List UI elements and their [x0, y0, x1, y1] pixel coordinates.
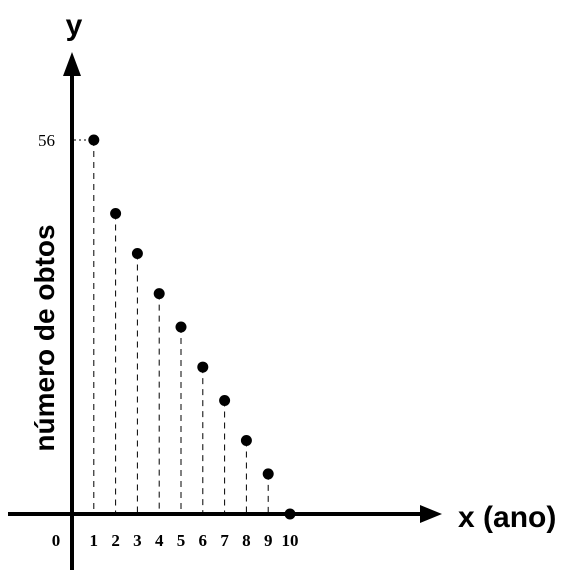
y-tick-label: 56	[38, 131, 55, 150]
x-tick-label: 1	[90, 531, 99, 550]
data-point	[219, 394, 231, 406]
data-points	[88, 134, 296, 520]
data-point	[197, 361, 209, 373]
data-point	[240, 435, 252, 447]
x-tick-label: 5	[177, 531, 186, 550]
x-tick-label: 2	[111, 531, 120, 550]
data-point	[110, 207, 122, 219]
data-point	[153, 288, 165, 300]
x-tick-label: 3	[133, 531, 142, 550]
x-axis-label: x (ano)	[458, 501, 556, 534]
y-axis-label: número de obtos	[29, 224, 60, 451]
x-tick-label: 6	[199, 531, 208, 550]
x-axis-arrow-icon	[420, 505, 442, 523]
data-point	[88, 134, 100, 146]
x-tick-label: 4	[155, 531, 164, 550]
x-tick-label: 7	[220, 531, 229, 550]
y-axis-letter: y	[66, 9, 83, 42]
data-point	[262, 468, 274, 480]
x-tick-label: 8	[242, 531, 251, 550]
data-point	[131, 248, 143, 260]
x-tick-labels: 1 2 3 4 5 6 7 8 9 10	[90, 531, 299, 550]
data-point	[284, 508, 296, 520]
x-tick-label: 9	[264, 531, 273, 550]
x-tick-label: 10	[282, 531, 299, 550]
drop-lines	[93, 140, 269, 514]
y-axis-arrow-icon	[63, 52, 81, 76]
origin-label: 0	[52, 531, 61, 550]
data-point	[175, 321, 187, 333]
